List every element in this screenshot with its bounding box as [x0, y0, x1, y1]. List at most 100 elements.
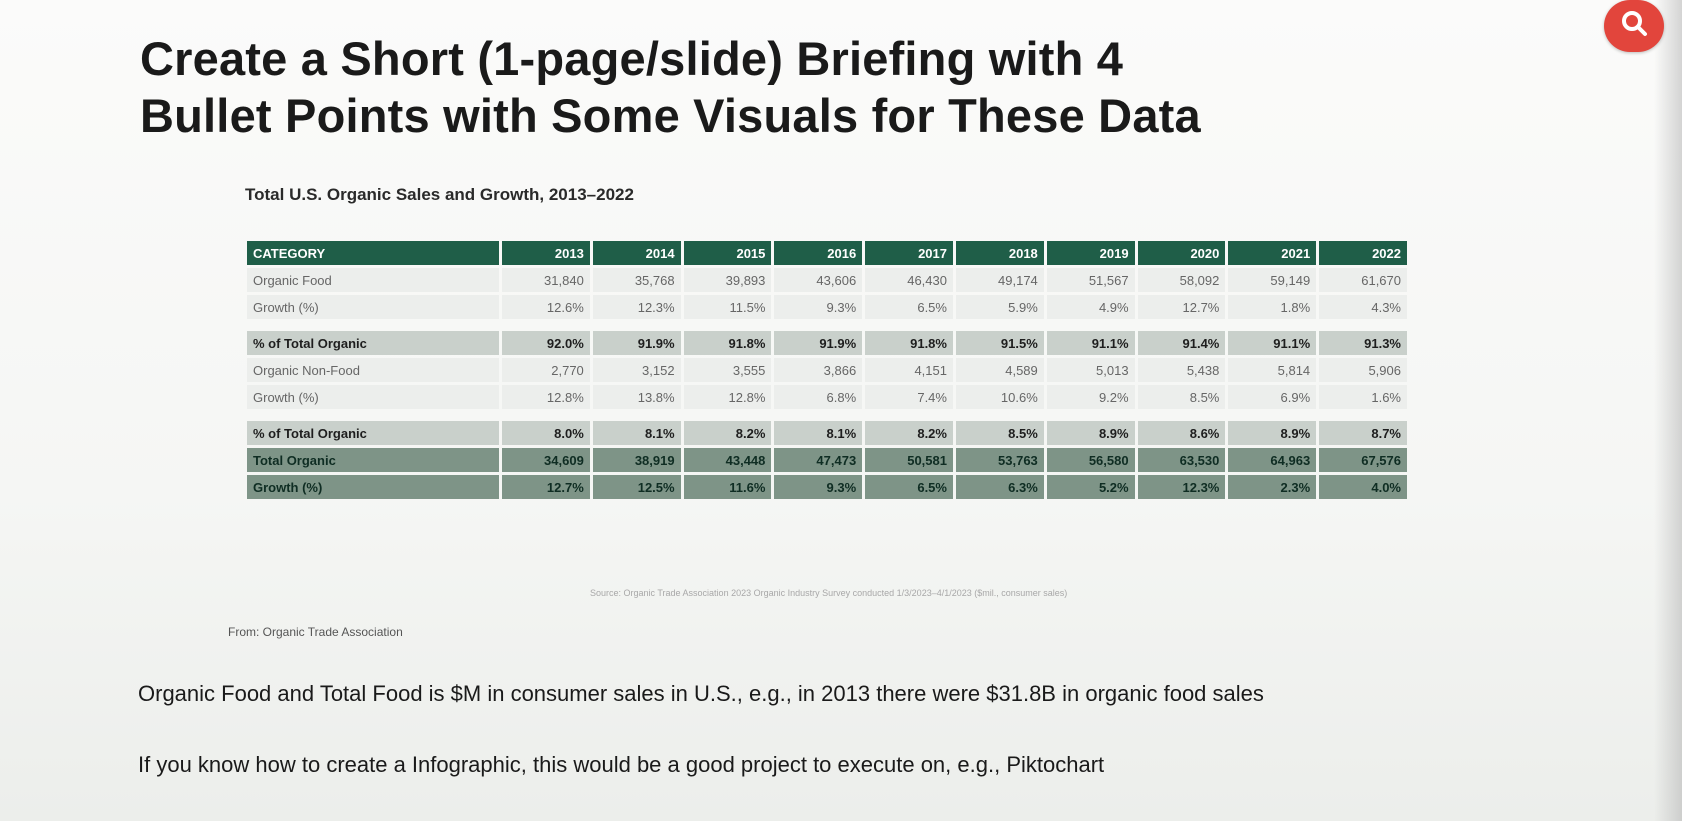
table-row: % of Total Organic 92.0% 91.9% 91.8% 91.9% 91…	[247, 331, 1407, 355]
table-cell: 67,576	[1319, 448, 1407, 472]
table-cell: 58,092	[1137, 268, 1226, 292]
table-cell: 91.9%	[592, 331, 681, 355]
table-row: Growth (%) 12.7% 12.5% 11.6% 9.3% 6.5% 6.3% 5.2…	[247, 475, 1407, 499]
table-row: Total Organic 34,609 38,919 43,448 47,473 50,…	[247, 448, 1407, 472]
table-cell: 6.3%	[955, 475, 1044, 499]
table-title: Total U.S. Organic Sales and Growth, 201…	[245, 185, 634, 204]
table-cell: 91.8%	[683, 331, 772, 355]
table-cell: 31,840	[502, 268, 590, 292]
table-cell: 3,152	[592, 358, 681, 382]
header-year: 2019	[1046, 241, 1135, 265]
table-cell: 2.3%	[1228, 475, 1317, 499]
table-cell: 8.6%	[1137, 421, 1226, 445]
table-cell: 92.0%	[502, 331, 590, 355]
separator-cell	[247, 412, 1407, 418]
table-cell: 6.5%	[865, 295, 953, 319]
table-cell: 12.6%	[502, 295, 590, 319]
table-cell: 8.5%	[955, 421, 1044, 445]
table-cell: 8.2%	[683, 421, 772, 445]
table-cell: 61,670	[1319, 268, 1407, 292]
table-cell: 8.0%	[502, 421, 590, 445]
body-text-2: If you know how to create a Infographic,…	[138, 752, 1105, 777]
table-cell: 34,609	[502, 448, 590, 472]
table-row: Organic Food 31,840 35,768 39,893 43,606 46,4…	[247, 268, 1407, 292]
row-label: % of Total Organic	[247, 421, 499, 445]
table-cell: 4.3%	[1319, 295, 1407, 319]
table-cell: 43,606	[774, 268, 863, 292]
table-cell: 2,770	[502, 358, 590, 382]
table-cell: 8.9%	[1046, 421, 1135, 445]
header-year: 2018	[955, 241, 1044, 265]
row-label: Growth (%)	[247, 295, 499, 319]
row-label: Organic Non-Food	[247, 358, 499, 382]
table-cell: 4.9%	[1046, 295, 1135, 319]
table-cell: 13.8%	[592, 385, 681, 409]
table-cell: 5,013	[1046, 358, 1135, 382]
table-cell: 38,919	[592, 448, 681, 472]
table-cell: 9.3%	[774, 295, 863, 319]
table-cell: 4,151	[865, 358, 953, 382]
separator-cell	[247, 322, 1407, 328]
header-category: CATEGORY	[247, 241, 499, 265]
table-cell: 46,430	[865, 268, 953, 292]
table-cell: 12.5%	[592, 475, 681, 499]
header-year: 2022	[1319, 241, 1407, 265]
table-cell: 6.8%	[774, 385, 863, 409]
table-cell: 91.5%	[955, 331, 1044, 355]
row-label: Growth (%)	[247, 475, 499, 499]
table-cell: 3,866	[774, 358, 863, 382]
table-header-row: CATEGORY 2013 2014 2015 2016 2017 2018 2…	[247, 241, 1407, 265]
table-cell: 8.1%	[774, 421, 863, 445]
table-cell: 63,530	[1137, 448, 1226, 472]
table-cell: 91.1%	[1046, 331, 1135, 355]
table-cell: 5.2%	[1046, 475, 1135, 499]
screen-edge	[1654, 0, 1682, 821]
table-cell: 6.5%	[865, 475, 953, 499]
table-cell: 51,567	[1046, 268, 1135, 292]
row-label: Total Organic	[247, 448, 499, 472]
row-label: % of Total Organic	[247, 331, 499, 355]
table-cell: 10.6%	[955, 385, 1044, 409]
table-cell: 91.8%	[865, 331, 953, 355]
table-cell: 47,473	[774, 448, 863, 472]
table-row: Growth (%) 12.8% 13.8% 12.8% 6.8% 7.4% 10.6% 9.…	[247, 385, 1407, 409]
table-cell: 9.3%	[774, 475, 863, 499]
table-cell: 39,893	[683, 268, 772, 292]
table-cell: 11.6%	[683, 475, 772, 499]
table-cell: 3,555	[683, 358, 772, 382]
table-cell: 53,763	[955, 448, 1044, 472]
table-cell: 49,174	[955, 268, 1044, 292]
table-cell: 12.3%	[592, 295, 681, 319]
table-cell: 12.7%	[502, 475, 590, 499]
table-cell: 8.9%	[1228, 421, 1317, 445]
row-separator	[247, 412, 1407, 418]
table-cell: 11.5%	[683, 295, 772, 319]
table-cell: 5.9%	[955, 295, 1044, 319]
header-year: 2016	[774, 241, 863, 265]
table-cell: 1.6%	[1319, 385, 1407, 409]
table-cell: 59,149	[1228, 268, 1317, 292]
header-year: 2017	[865, 241, 953, 265]
table-cell: 8.2%	[865, 421, 953, 445]
table-cell: 12.3%	[1137, 475, 1226, 499]
header-year: 2014	[592, 241, 681, 265]
header-year: 2020	[1137, 241, 1226, 265]
row-separator	[247, 322, 1407, 328]
body-text-1: Organic Food and Total Food is $M in con…	[138, 681, 1264, 706]
header-year: 2021	[1228, 241, 1317, 265]
slide-title: Create a Short (1-page/slide) Briefing w…	[140, 30, 1560, 144]
row-label: Growth (%)	[247, 385, 499, 409]
table-cell: 5,814	[1228, 358, 1317, 382]
table-cell: 12.7%	[1137, 295, 1226, 319]
table-cell: 8.1%	[592, 421, 681, 445]
header-year: 2015	[683, 241, 772, 265]
table-cell: 91.3%	[1319, 331, 1407, 355]
table-cell: 4,589	[955, 358, 1044, 382]
source-note: Source: Organic Trade Association 2023 O…	[590, 588, 1068, 598]
search-button[interactable]	[1604, 0, 1664, 52]
row-label: Organic Food	[247, 268, 499, 292]
table-cell: 91.4%	[1137, 331, 1226, 355]
table-cell: 6.9%	[1228, 385, 1317, 409]
table-body: Organic Food 31,840 35,768 39,893 43,606 46,4…	[247, 268, 1407, 499]
